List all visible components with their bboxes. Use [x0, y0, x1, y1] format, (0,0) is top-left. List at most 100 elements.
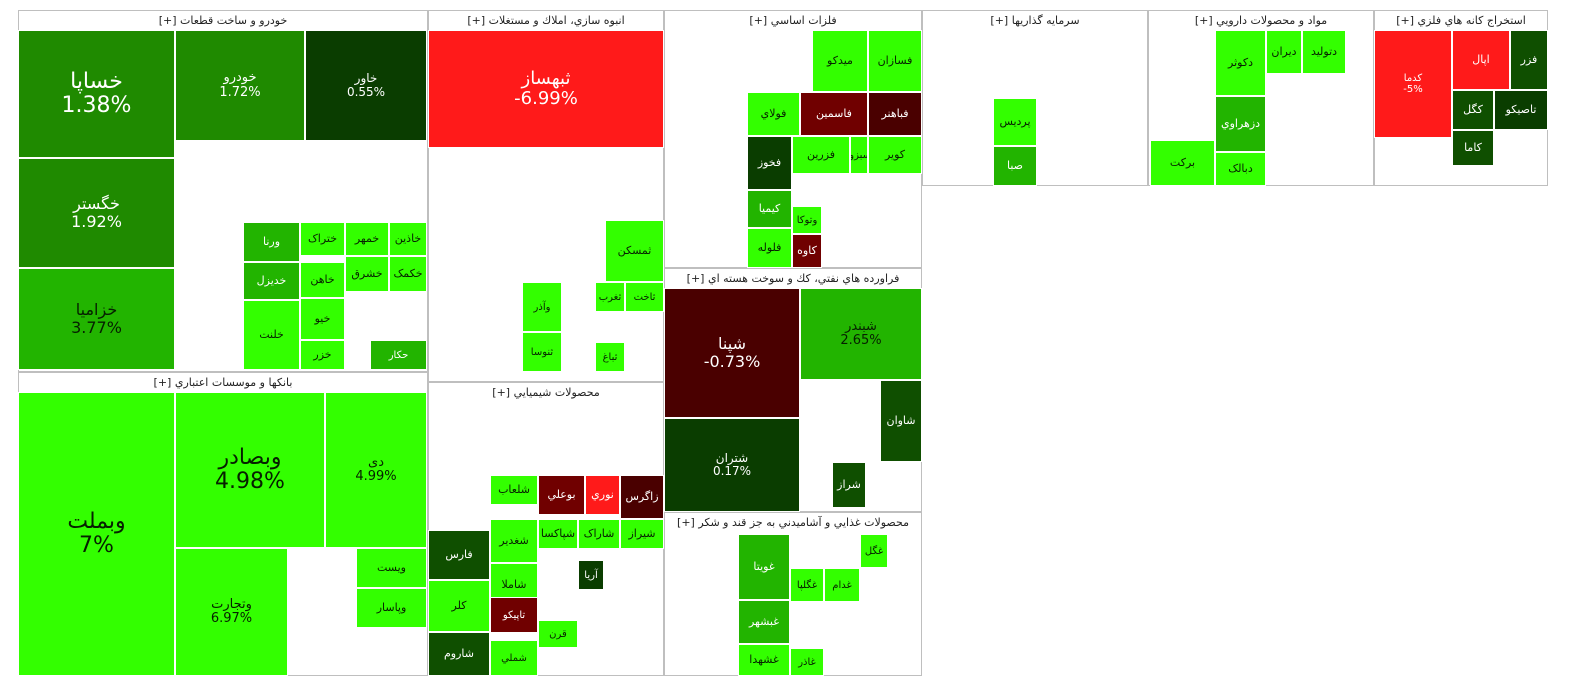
sector-title[interactable]: استخراج كانه هاي فلزي [+]: [1375, 11, 1547, 31]
tile-4-0[interactable]: دتولید: [1302, 30, 1346, 74]
tile-symbol: خمهر: [354, 231, 380, 245]
sector-title[interactable]: سرمايه گذاريها [+]: [923, 11, 1147, 31]
tile-0-7[interactable]: ختراک: [300, 222, 345, 256]
tile-0-16[interactable]: حکار: [370, 340, 427, 370]
tile-0-5[interactable]: خاذین: [389, 222, 427, 256]
tile-0-14[interactable]: خزر: [300, 340, 345, 370]
tile-1-2[interactable]: ثاخت: [625, 282, 664, 312]
sector-title[interactable]: محصولات شيميايي [+]: [429, 383, 663, 403]
tile-8-2[interactable]: بوعلي: [538, 475, 585, 515]
tile-1-5[interactable]: ثنوسا: [522, 332, 562, 372]
sector-title[interactable]: خودرو و ساخت قطعات [+]: [19, 11, 427, 31]
sector-title[interactable]: مواد و محصولات دارويي [+]: [1149, 11, 1373, 31]
tile-0-2[interactable]: خزامیا 3.77%: [18, 268, 175, 370]
sector-title[interactable]: انبوه سازي، املاك و مستغلات [+]: [429, 11, 663, 31]
tile-2-8[interactable]: فخوز: [747, 136, 792, 190]
tile-7-3[interactable]: وتجارت 6.97%: [175, 548, 288, 676]
tile-1-0[interactable]: ثبهساز -6.99%: [428, 30, 664, 148]
tile-0-9[interactable]: خکمک: [389, 256, 427, 292]
tile-symbol: ثنوسا: [530, 346, 554, 358]
tile-0-3[interactable]: خودرو 1.72%: [175, 30, 305, 141]
tile-0-11[interactable]: خاهن: [300, 262, 345, 298]
tile-0-6[interactable]: خمهر: [345, 222, 389, 256]
tile-9-6[interactable]: غاذر: [790, 648, 824, 676]
tile-8-10[interactable]: آریا: [578, 560, 604, 590]
tile-3-0[interactable]: پردیس: [993, 98, 1037, 146]
tile-0-13[interactable]: خلنت: [243, 300, 300, 370]
tile-2-10[interactable]: وتوکا: [792, 206, 822, 234]
tile-4-4[interactable]: برکت: [1150, 140, 1215, 186]
tile-6-1[interactable]: شبندر 2.65%: [800, 288, 922, 380]
tile-8-1[interactable]: نوري: [585, 475, 620, 515]
tile-1-3[interactable]: ثغرب: [595, 282, 625, 312]
tile-8-15[interactable]: شملي: [490, 640, 538, 676]
tile-0-8[interactable]: ورنا: [243, 222, 300, 262]
tile-6-3[interactable]: شاوان: [880, 380, 922, 462]
tile-0-12[interactable]: خدیزل: [243, 262, 300, 300]
tile-symbol: آریا: [584, 569, 598, 581]
tile-5-3[interactable]: تاصیکو: [1494, 90, 1548, 130]
tile-5-0[interactable]: فزر: [1510, 30, 1548, 90]
tile-8-13[interactable]: شاروم: [428, 632, 490, 676]
tile-2-1[interactable]: میدکو: [812, 30, 868, 92]
sector-title[interactable]: فراورده هاي نفتي، كك و سوخت هسته اي [+]: [665, 269, 921, 289]
tile-6-4[interactable]: شراز: [832, 462, 866, 508]
tile-3-1[interactable]: صبا: [993, 146, 1037, 186]
tile-7-0[interactable]: وبملت 7%: [18, 392, 175, 676]
tile-9-5[interactable]: غشهدا: [738, 644, 790, 676]
sector-title[interactable]: فلزات اساسي [+]: [665, 11, 921, 31]
tile-8-14[interactable]: قرن: [538, 620, 578, 648]
tile-8-12[interactable]: تاپیکو: [490, 597, 538, 633]
tile-symbol: شلعاب: [498, 482, 530, 496]
tile-0-10[interactable]: خشرق: [345, 256, 389, 292]
tile-0-1[interactable]: خگستر 1.92%: [18, 158, 175, 268]
tile-9-4[interactable]: غبشهر: [738, 600, 790, 644]
tile-0-0[interactable]: خساپا 1.38%: [18, 30, 175, 158]
tile-1-6[interactable]: ثباغ: [595, 342, 625, 372]
tile-8-4[interactable]: شیراز: [620, 519, 664, 549]
tile-9-1[interactable]: غگل: [860, 534, 888, 568]
tile-8-5[interactable]: شاراک: [578, 519, 620, 549]
tile-9-0[interactable]: غویتا: [738, 534, 790, 600]
tile-2-9[interactable]: کیمیا: [747, 190, 792, 228]
tile-2-0[interactable]: فسازان: [868, 30, 922, 92]
tile-symbol: شملي: [501, 652, 527, 664]
tile-5-1[interactable]: اپال: [1452, 30, 1510, 90]
tile-9-2[interactable]: غگلپا: [790, 568, 824, 602]
sector-title[interactable]: بانكها و موسسات اعتباري [+]: [19, 373, 427, 393]
tile-8-3[interactable]: شلعاب: [490, 475, 538, 505]
tile-6-0[interactable]: شپنا -0.73%: [664, 288, 800, 418]
sector-title[interactable]: محصولات غذايي و آشاميدني به جز قند و شكر…: [665, 513, 921, 533]
tile-8-6[interactable]: شپاکسا: [538, 519, 578, 549]
tile-2-7[interactable]: فزرین: [792, 136, 850, 174]
tile-8-8[interactable]: فارس: [428, 530, 490, 580]
tile-2-4[interactable]: فباهنر: [868, 92, 922, 136]
tile-2-5[interactable]: کویر: [868, 136, 922, 174]
tile-5-5[interactable]: کاما: [1452, 130, 1494, 166]
tile-5-4[interactable]: کگل: [1452, 90, 1494, 130]
tile-4-5[interactable]: دبالک: [1215, 152, 1266, 186]
tile-7-5[interactable]: وپاسار: [356, 588, 427, 628]
tile-9-3[interactable]: غدام: [824, 568, 860, 602]
tile-2-11[interactable]: فلوله: [747, 228, 792, 268]
tile-4-1[interactable]: دیران: [1266, 30, 1302, 74]
tile-8-7[interactable]: شغدیر: [490, 519, 538, 563]
tile-0-4[interactable]: خاور 0.55%: [305, 30, 427, 141]
tile-8-11[interactable]: کلر: [428, 580, 490, 632]
tile-5-2[interactable]: کدما -5%: [1374, 30, 1452, 138]
tile-7-2[interactable]: دی 4.99%: [325, 392, 427, 548]
tile-8-0[interactable]: زاگرس: [620, 475, 664, 519]
tile-2-3[interactable]: فاسمین: [800, 92, 868, 136]
tile-6-2[interactable]: شتران 0.17%: [664, 418, 800, 512]
tile-7-4[interactable]: ویست: [356, 548, 427, 588]
tile-symbol: فسازان: [877, 53, 913, 67]
tile-1-1[interactable]: ثمسکن: [605, 220, 664, 282]
tile-0-15[interactable]: خیو: [300, 298, 345, 340]
tile-2-12[interactable]: کاوه: [792, 234, 822, 268]
tile-1-4[interactable]: وآذر: [522, 282, 562, 332]
tile-2-2[interactable]: فولاي: [747, 92, 800, 136]
tile-7-1[interactable]: وبصادر 4.98%: [175, 392, 325, 548]
tile-4-3[interactable]: دزهراوي: [1215, 96, 1266, 152]
tile-2-6[interactable]: فسبزوار: [850, 136, 868, 174]
tile-4-2[interactable]: دکوثر: [1215, 30, 1266, 96]
